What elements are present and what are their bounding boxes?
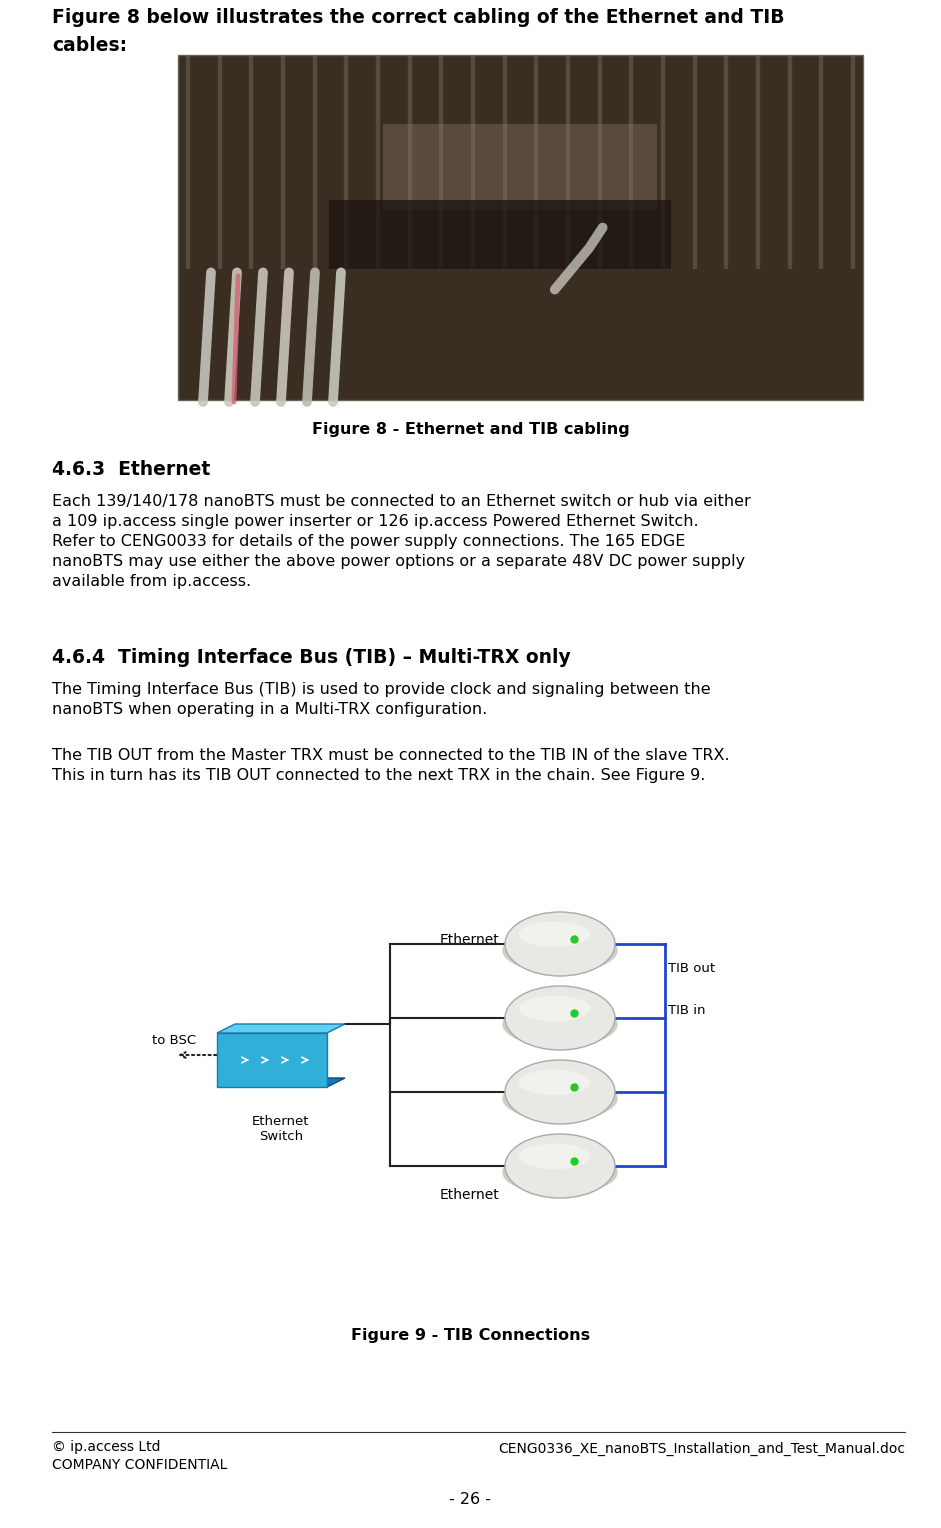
Ellipse shape [502,1002,617,1047]
Text: Ethernet
Switch: Ethernet Switch [252,1115,310,1143]
Ellipse shape [518,1143,590,1169]
Text: The TIB OUT from the Master TRX must be connected to the TIB IN of the slave TRX: The TIB OUT from the Master TRX must be … [52,749,729,782]
Text: Ethernet: Ethernet [440,1187,500,1203]
Polygon shape [217,1024,345,1033]
Ellipse shape [518,996,590,1021]
Text: Figure 8 - Ethernet and TIB cabling: Figure 8 - Ethernet and TIB cabling [311,422,630,437]
Text: COMPANY CONFIDENTIAL: COMPANY CONFIDENTIAL [52,1458,228,1471]
Text: to BSC: to BSC [152,1033,196,1047]
Ellipse shape [502,1076,617,1122]
Ellipse shape [505,1060,615,1125]
Text: Ethernet: Ethernet [440,934,500,947]
Text: - 26 -: - 26 - [450,1491,491,1507]
Text: © ip.access Ltd: © ip.access Ltd [52,1439,161,1455]
Text: The Timing Interface Bus (TIB) is used to provide clock and signaling between th: The Timing Interface Bus (TIB) is used t… [52,681,710,717]
Polygon shape [217,1077,345,1086]
Ellipse shape [502,1151,617,1195]
Ellipse shape [505,1134,615,1198]
Text: Figure 8 below illustrates the correct cabling of the Ethernet and TIB: Figure 8 below illustrates the correct c… [52,8,785,28]
Ellipse shape [518,921,590,947]
Text: CENG0336_XE_nanoBTS_Installation_and_Test_Manual.doc: CENG0336_XE_nanoBTS_Installation_and_Tes… [498,1442,905,1456]
FancyBboxPatch shape [384,124,658,211]
Text: 4.6.4  Timing Interface Bus (TIB) – Multi-TRX only: 4.6.4 Timing Interface Bus (TIB) – Multi… [52,648,571,668]
Text: cables:: cables: [52,37,127,55]
Ellipse shape [518,1070,590,1096]
FancyBboxPatch shape [328,200,671,269]
Text: 4.6.3  Ethernet: 4.6.3 Ethernet [52,460,210,478]
Text: TIB out: TIB out [668,961,715,975]
Text: TIB in: TIB in [668,1004,706,1016]
Polygon shape [217,1033,327,1086]
Text: Figure 9 - TIB Connections: Figure 9 - TIB Connections [351,1328,590,1343]
FancyBboxPatch shape [178,55,863,400]
Ellipse shape [505,912,615,976]
Text: Each 139/140/178 nanoBTS must be connected to an Ethernet switch or hub via eith: Each 139/140/178 nanoBTS must be connect… [52,494,751,590]
Ellipse shape [502,927,617,973]
Ellipse shape [505,986,615,1050]
